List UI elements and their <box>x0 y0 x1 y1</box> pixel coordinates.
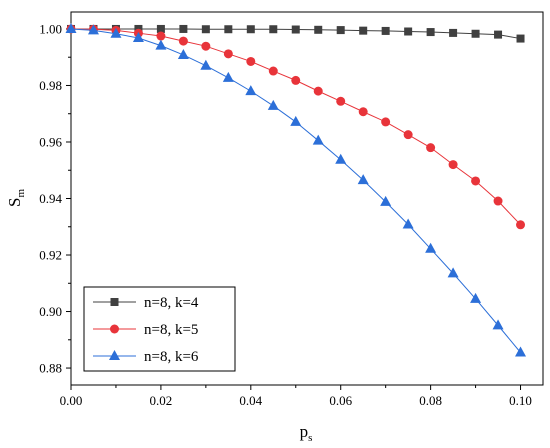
y-axis-label: Sm <box>5 189 27 207</box>
legend-swatch-marker <box>109 350 120 360</box>
data-point <box>200 59 212 70</box>
legend-item: n=8, k=6 <box>93 349 199 365</box>
y-tick-label: 0.92 <box>39 248 62 263</box>
data-point <box>470 292 482 303</box>
data-point <box>336 96 346 106</box>
data-point <box>290 115 302 126</box>
data-point <box>314 25 323 34</box>
data-point <box>65 22 77 33</box>
data-point <box>402 218 414 229</box>
data-point <box>426 143 436 153</box>
data-point <box>357 174 369 185</box>
data-point <box>471 29 480 38</box>
data-point <box>515 346 527 357</box>
y-axis-ticks: 0.88 0.90 0.92 0.94 0.96 0.98 1.00 <box>39 21 71 376</box>
series-2 <box>66 24 526 230</box>
data-point <box>358 107 368 117</box>
x-tick-label: 0.08 <box>419 393 442 408</box>
x-axis-label: ps <box>300 422 313 444</box>
x-tick-label: 0.00 <box>60 393 83 408</box>
data-point <box>335 153 347 164</box>
x-tick-label: 0.04 <box>239 393 262 408</box>
y-tick-label: 0.88 <box>39 361 62 376</box>
data-point <box>177 48 189 59</box>
x-axis-ticks: 0.00 0.02 0.04 0.06 0.08 0.10 <box>60 385 532 408</box>
data-point <box>110 27 122 38</box>
legend-label: n=8, k=5 <box>144 322 198 338</box>
data-point <box>516 34 525 43</box>
legend: n=8, k=4 n=8, k=5 n=8, k=6 <box>83 286 236 372</box>
data-point <box>492 319 504 330</box>
series-3 <box>65 22 527 357</box>
data-point <box>267 99 279 110</box>
data-point <box>269 25 278 34</box>
data-point <box>380 195 392 206</box>
series-line <box>70 28 521 226</box>
data-point <box>426 28 435 37</box>
data-point <box>223 49 233 59</box>
data-point <box>404 27 413 36</box>
data-point <box>246 25 255 34</box>
data-point <box>87 24 99 35</box>
data-point <box>224 25 233 34</box>
data-point <box>516 220 526 230</box>
data-point <box>313 86 323 96</box>
data-point <box>179 24 188 33</box>
y-tick-label: 0.90 <box>39 304 62 319</box>
data-point <box>156 31 166 41</box>
data-point <box>156 24 165 33</box>
data-point <box>403 130 413 140</box>
data-point <box>246 56 256 66</box>
data-point <box>493 196 503 206</box>
data-point <box>425 242 437 253</box>
legend-item: n=8, k=5 <box>93 322 198 338</box>
y-axis-label-main: S <box>5 198 24 207</box>
x-tick-label: 0.10 <box>509 393 532 408</box>
legend-label: n=8, k=4 <box>144 295 199 311</box>
data-point <box>268 66 278 76</box>
legend-swatch-marker <box>110 324 119 334</box>
data-point <box>201 25 210 34</box>
y-tick-label: 0.96 <box>39 134 62 149</box>
legend-swatch-marker <box>110 298 119 306</box>
data-point <box>132 31 144 42</box>
x-axis-label-main: p <box>300 422 309 441</box>
y-tick-label: 1.00 <box>39 21 62 36</box>
data-point <box>336 26 345 35</box>
data-point <box>449 28 458 37</box>
data-point <box>245 85 257 96</box>
data-point <box>359 26 368 35</box>
x-tick-label: 0.06 <box>329 393 352 408</box>
data-point <box>494 30 503 39</box>
data-point <box>447 267 459 278</box>
y-tick-label: 0.94 <box>39 191 62 206</box>
legend-item: n=8, k=4 <box>93 295 199 311</box>
data-point <box>471 176 481 186</box>
data-point <box>291 75 301 85</box>
data-point <box>312 134 324 145</box>
series-group <box>65 22 527 357</box>
data-point <box>222 71 234 82</box>
data-point <box>291 25 300 34</box>
data-point <box>155 39 167 50</box>
legend-label: n=8, k=6 <box>144 349 199 365</box>
y-tick-label: 0.98 <box>39 78 62 93</box>
data-point <box>201 41 211 51</box>
data-point <box>381 26 390 35</box>
x-axis-label-sub: s <box>308 432 312 444</box>
data-point <box>178 36 188 46</box>
data-point <box>381 117 391 127</box>
data-point <box>448 160 458 170</box>
y-axis-label-sub: m <box>15 189 27 198</box>
x-tick-label: 0.02 <box>150 393 173 408</box>
